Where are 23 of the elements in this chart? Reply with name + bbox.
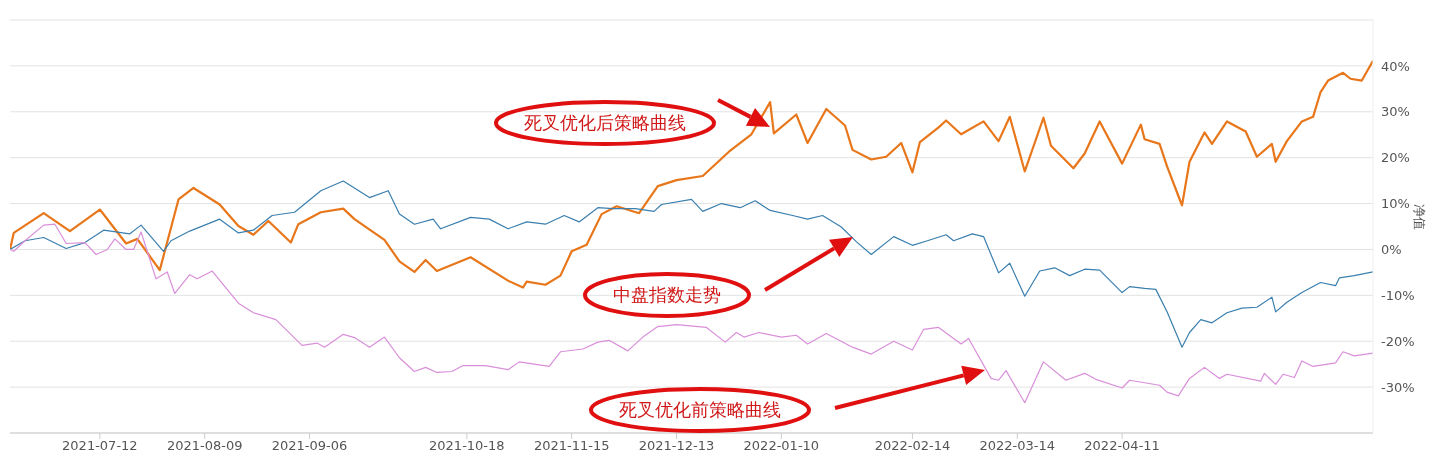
y-tick-label: -30% [1381, 379, 1415, 395]
annotation: 中盘指数走势 [613, 284, 721, 305]
y-tick-label: 10% [1381, 196, 1410, 212]
annotation: 死叉优化后策略曲线 [524, 112, 686, 133]
y-tick-label: 40% [1381, 58, 1410, 74]
annotation: 死叉优化前策略曲线 [619, 399, 781, 420]
x-tick-label: 2021-08-09 [166, 438, 243, 454]
x-tick-label: 2021-10-18 [429, 438, 505, 454]
x-tick-label: 2022-04-11 [1084, 438, 1160, 454]
line-series [10, 180, 1373, 348]
x-tick-label: 2021-07-12 [62, 438, 138, 454]
x-tick-label: 2022-03-14 [979, 438, 1056, 454]
x-tick-label: 2021-09-06 [271, 438, 348, 454]
x-tick-label: 2022-02-14 [874, 438, 951, 454]
y-tick-label: -10% [1381, 287, 1415, 303]
x-tick-label: 2021-11-15 [533, 438, 610, 454]
y-tick-label: 20% [1381, 150, 1410, 166]
x-tick-label: 2021-12-13 [638, 438, 715, 454]
y-tick-label: 30% [1381, 104, 1410, 120]
y-tick-label: 0% [1381, 242, 1402, 258]
y-tick-label: -20% [1381, 333, 1415, 349]
y-axis-title: 净值 [1412, 203, 1427, 230]
x-tick-label: 2022-01-10 [743, 438, 820, 454]
